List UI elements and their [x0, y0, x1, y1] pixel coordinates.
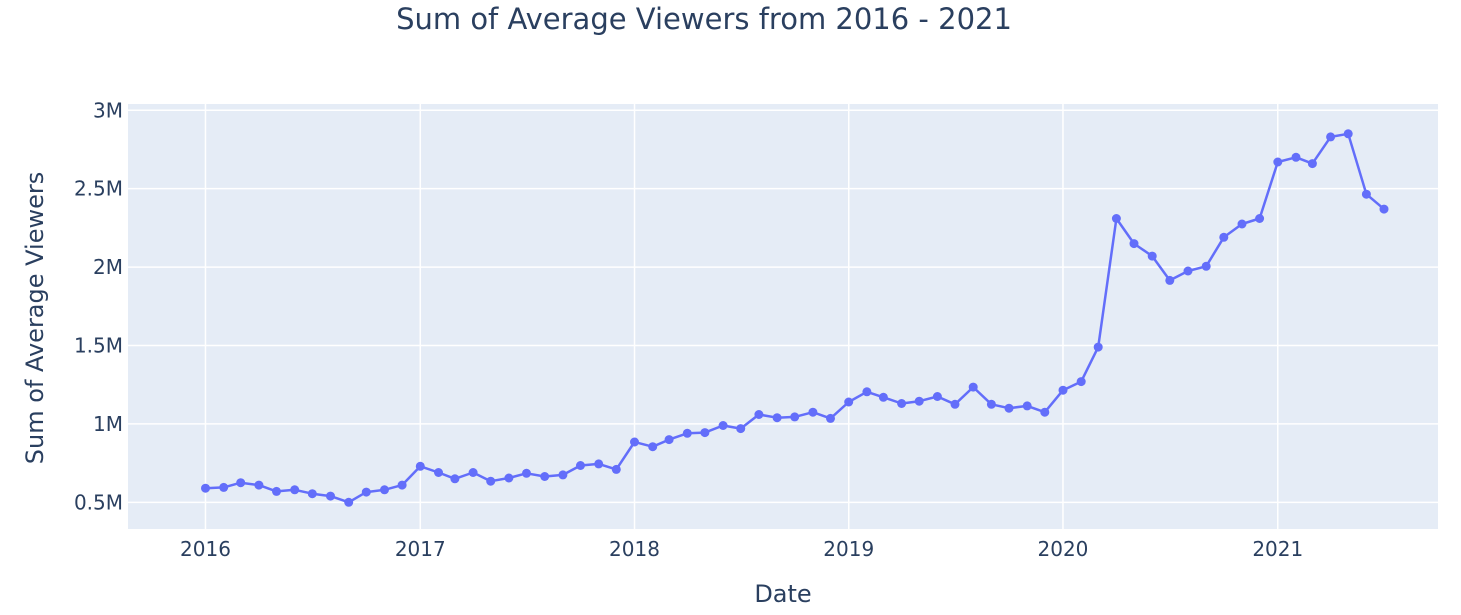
- data-point: [630, 437, 639, 447]
- data-point: [1361, 189, 1371, 199]
- data-point: [522, 468, 531, 478]
- data-point: [1307, 159, 1317, 169]
- data-point: [1291, 152, 1301, 162]
- data-point: [450, 474, 460, 484]
- y-tick-label: 1M: [93, 412, 123, 436]
- y-tick-label: 1.5M: [74, 334, 123, 358]
- y-tick-label: 2.5M: [74, 177, 123, 201]
- y-tick-label: 0.5M: [74, 490, 123, 514]
- data-point: [736, 424, 746, 434]
- data-point: [878, 392, 888, 402]
- data-point: [397, 480, 407, 490]
- data-point: [1022, 401, 1032, 411]
- x-tick-labels: 2016 2017 2018 2019 2020 2021: [180, 537, 1303, 561]
- data-point: [648, 442, 658, 452]
- data-point: [1058, 385, 1068, 395]
- series-markers: [201, 129, 1389, 507]
- data-point: [914, 396, 924, 406]
- data-point: [504, 473, 514, 483]
- data-point: [1076, 377, 1086, 387]
- data-point: [326, 491, 335, 501]
- data-point: [968, 382, 978, 392]
- x-tick-label: 2016: [180, 537, 231, 561]
- y-tick-labels: 0.5M 1M 1.5M 2M 2.5M 3M: [74, 98, 123, 514]
- data-point: [1326, 132, 1336, 142]
- x-tick-label: 2020: [1038, 537, 1089, 561]
- data-point: [486, 476, 496, 486]
- data-point: [718, 421, 728, 430]
- data-point: [1219, 232, 1229, 242]
- chart-title: Sum of Average Viewers from 2016 - 2021: [396, 2, 1012, 36]
- data-point: [844, 397, 854, 407]
- y-tick-label: 2M: [93, 255, 123, 279]
- data-point: [682, 428, 692, 438]
- data-point: [558, 470, 568, 480]
- data-point: [790, 412, 800, 422]
- data-point: [361, 487, 371, 497]
- data-point: [201, 483, 210, 493]
- plot-background: [128, 104, 1438, 529]
- data-point: [826, 413, 835, 423]
- data-point: [1183, 266, 1193, 276]
- data-point: [344, 497, 354, 507]
- data-point: [1147, 251, 1157, 261]
- data-point: [754, 410, 764, 419]
- data-point: [380, 485, 389, 495]
- data-point: [1273, 157, 1283, 167]
- data-point: [1093, 342, 1103, 352]
- x-gridlines: [204, 104, 1279, 529]
- data-point: [219, 482, 229, 492]
- data-point: [1201, 261, 1211, 271]
- data-point: [897, 399, 907, 408]
- data-point: [254, 480, 264, 490]
- data-point: [434, 468, 443, 477]
- data-point: [664, 435, 674, 445]
- x-tick-label: 2018: [609, 537, 660, 561]
- data-point: [808, 407, 818, 417]
- data-point: [1237, 219, 1247, 229]
- data-point: [594, 459, 604, 469]
- data-point: [1379, 204, 1389, 214]
- data-point: [576, 461, 585, 470]
- data-point: [1129, 239, 1139, 249]
- data-point: [932, 392, 942, 401]
- data-point: [986, 399, 996, 409]
- data-point: [1111, 214, 1121, 223]
- data-point: [290, 485, 300, 495]
- data-point: [415, 461, 425, 471]
- data-point: [1004, 403, 1014, 413]
- data-point: [1165, 275, 1175, 285]
- data-point: [772, 413, 782, 423]
- data-point: [700, 428, 710, 438]
- data-point: [236, 478, 246, 488]
- y-tick-label: 3M: [93, 98, 123, 122]
- y-axis-title: Sum of Average Viewers: [21, 172, 49, 465]
- data-point: [468, 468, 478, 477]
- x-tick-label: 2021: [1252, 537, 1303, 561]
- x-axis-title: Date: [754, 580, 811, 608]
- data-point: [540, 472, 550, 481]
- data-point: [611, 464, 621, 474]
- data-point: [1343, 129, 1353, 139]
- data-point: [272, 486, 281, 496]
- x-tick-label: 2017: [395, 537, 446, 561]
- data-point: [862, 387, 872, 397]
- data-point: [307, 489, 317, 499]
- x-tick-label: 2019: [823, 537, 874, 561]
- data-point: [1255, 214, 1265, 223]
- data-point: [1040, 407, 1050, 417]
- data-point: [950, 399, 960, 409]
